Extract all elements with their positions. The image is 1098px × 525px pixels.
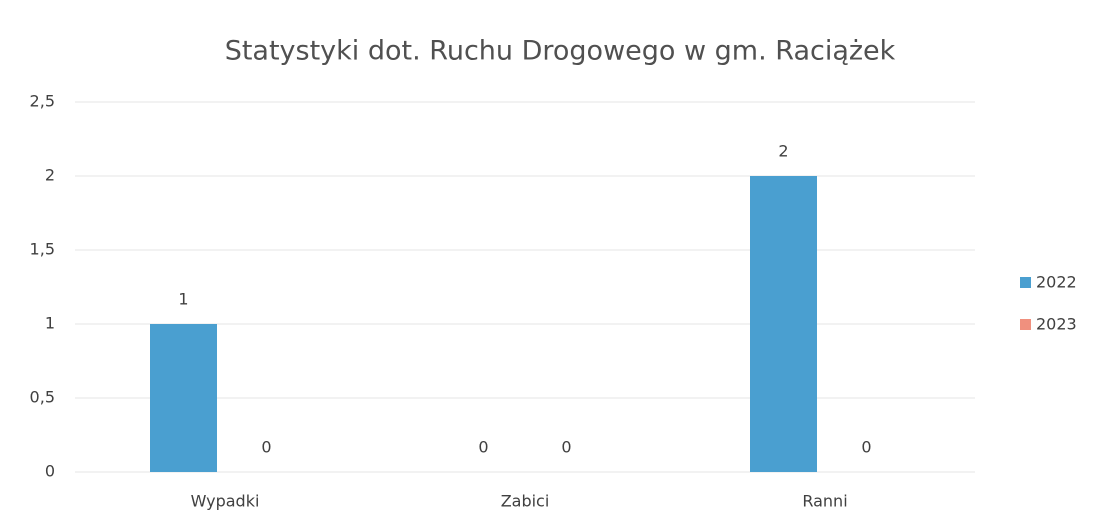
data-label: 0	[861, 438, 871, 457]
x-tick-label: Zabici	[501, 492, 550, 511]
legend-swatch	[1020, 277, 1031, 288]
bar	[750, 176, 817, 472]
data-label: 0	[561, 438, 571, 457]
x-tick-label: Ranni	[802, 492, 847, 511]
y-tick-label: 2,5	[30, 92, 55, 111]
data-label: 0	[478, 438, 488, 457]
chart-title: Statystyki dot. Ruchu Drogowego w gm. Ra…	[225, 36, 896, 67]
x-tick-label: Wypadki	[191, 492, 260, 511]
y-tick-label: 0	[45, 462, 55, 481]
y-tick-label: 2	[45, 166, 55, 185]
legend-swatch	[1020, 319, 1031, 330]
y-tick-label: 1	[45, 314, 55, 333]
y-tick-label: 0,5	[30, 388, 55, 407]
legend-label: 2022	[1036, 273, 1077, 292]
legend-label: 2023	[1036, 315, 1077, 334]
bar	[150, 324, 217, 472]
data-label: 0	[261, 438, 271, 457]
y-tick-label: 1,5	[30, 240, 55, 259]
data-label: 2	[778, 142, 788, 161]
data-label: 1	[178, 290, 188, 309]
